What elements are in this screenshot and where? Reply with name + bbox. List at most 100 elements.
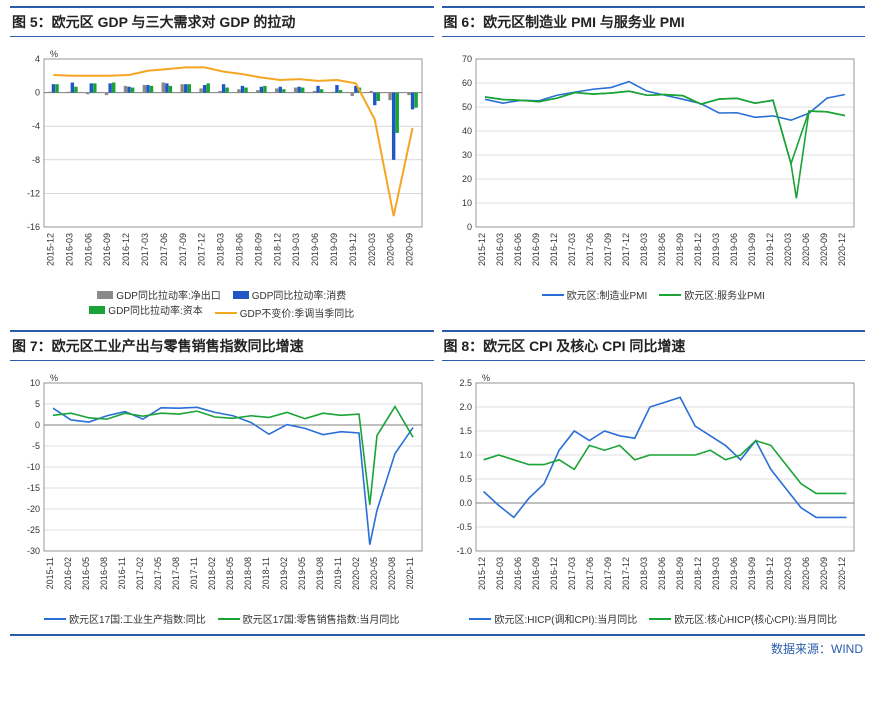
svg-text:2017-03: 2017-03 xyxy=(567,557,577,590)
svg-text:2017-11: 2017-11 xyxy=(189,557,199,589)
fig7-plot: -30-25-20-15-10-50510%2015-112016-022016… xyxy=(10,369,430,609)
svg-text:2018-03: 2018-03 xyxy=(639,557,649,590)
fig7-title: 图 7：欧元区工业产出与零售销售指数同比增速 xyxy=(10,330,434,361)
fig6-legend: 欧元区:制造业PMI欧元区:服务业PMI xyxy=(442,285,866,308)
svg-text:2015-12: 2015-12 xyxy=(477,233,487,266)
panel-fig8: 图 8：欧元区 CPI 及核心 CPI 同比增速 -1.0 -0.5 0.0 0.5 1… xyxy=(442,330,866,632)
fig6-plot: 0102030405060702015-122016-032016-062016… xyxy=(442,45,862,285)
panel-fig5: 图 5：欧元区 GDP 与三大需求对 GDP 的拉动 -16-12-8-404%… xyxy=(10,6,434,326)
svg-text:2020-12: 2020-12 xyxy=(837,557,847,590)
svg-text:2015-11: 2015-11 xyxy=(45,557,55,589)
svg-text:0: 0 xyxy=(466,222,471,232)
svg-text:2017-06: 2017-06 xyxy=(159,233,169,266)
svg-text:2016-12: 2016-12 xyxy=(121,233,131,266)
svg-text:2019-12: 2019-12 xyxy=(348,233,358,266)
svg-text:2019-12: 2019-12 xyxy=(765,233,775,266)
svg-text:2020-09: 2020-09 xyxy=(819,557,829,590)
svg-text:2016-08: 2016-08 xyxy=(99,557,109,590)
svg-text:2019-03: 2019-03 xyxy=(711,557,721,590)
fig5-plot: -16-12-8-404%2015-122016-032016-062016-0… xyxy=(10,45,430,285)
svg-text:2016-06: 2016-06 xyxy=(83,233,93,266)
svg-text:2019-03: 2019-03 xyxy=(711,233,721,266)
svg-text:2017-03: 2017-03 xyxy=(567,233,577,266)
fig7-legend: 欧元区17国:工业生产指数:同比欧元区17国:零售销售指数:当月同比 xyxy=(10,609,434,632)
svg-text:-0.5: -0.5 xyxy=(456,522,472,532)
svg-text:2018-06: 2018-06 xyxy=(657,557,667,590)
svg-text:2016-03: 2016-03 xyxy=(495,557,505,590)
svg-text:1.5: 1.5 xyxy=(459,426,472,436)
svg-text:2018-03: 2018-03 xyxy=(216,233,226,266)
svg-text:2020-08: 2020-08 xyxy=(387,557,397,590)
source-label: 数据来源：WIND xyxy=(0,636,875,665)
svg-text:30: 30 xyxy=(461,150,471,160)
svg-text:0.5: 0.5 xyxy=(459,474,472,484)
svg-text:2017-12: 2017-12 xyxy=(197,233,207,266)
svg-text:%: % xyxy=(50,373,58,383)
svg-text:40: 40 xyxy=(461,126,471,136)
svg-text:2018-02: 2018-02 xyxy=(207,557,217,590)
svg-text:2020-03: 2020-03 xyxy=(783,233,793,266)
svg-text:2017-09: 2017-09 xyxy=(603,557,613,590)
svg-text:2017-06: 2017-06 xyxy=(585,233,595,266)
svg-text:2017-09: 2017-09 xyxy=(603,233,613,266)
svg-text:70: 70 xyxy=(461,54,471,64)
svg-text:%: % xyxy=(50,49,58,59)
svg-text:2018-06: 2018-06 xyxy=(234,233,244,266)
svg-text:2017-03: 2017-03 xyxy=(140,233,150,266)
svg-text:2019-03: 2019-03 xyxy=(291,233,301,266)
svg-text:0.0: 0.0 xyxy=(459,498,472,508)
svg-text:-15: -15 xyxy=(27,483,40,493)
svg-text:60: 60 xyxy=(461,78,471,88)
svg-text:2020-09: 2020-09 xyxy=(819,233,829,266)
svg-text:%: % xyxy=(482,373,490,383)
svg-text:2019-09: 2019-09 xyxy=(329,233,339,266)
svg-text:2020-03: 2020-03 xyxy=(367,233,377,266)
svg-text:2019-08: 2019-08 xyxy=(315,557,325,590)
svg-text:2018-11: 2018-11 xyxy=(261,557,271,589)
fig8-title: 图 8：欧元区 CPI 及核心 CPI 同比增速 xyxy=(442,330,866,361)
svg-text:2019-06: 2019-06 xyxy=(310,233,320,266)
svg-text:2016-03: 2016-03 xyxy=(495,233,505,266)
svg-text:2016-06: 2016-06 xyxy=(513,233,523,266)
svg-text:2016-03: 2016-03 xyxy=(64,233,74,266)
svg-text:2019-05: 2019-05 xyxy=(297,557,307,590)
svg-text:2016-09: 2016-09 xyxy=(531,557,541,590)
svg-text:2017-02: 2017-02 xyxy=(135,557,145,590)
svg-text:2020-12: 2020-12 xyxy=(837,233,847,266)
svg-text:-12: -12 xyxy=(27,188,40,198)
svg-text:2.5: 2.5 xyxy=(459,378,472,388)
svg-text:-25: -25 xyxy=(27,525,40,535)
svg-text:2016-11: 2016-11 xyxy=(117,557,127,589)
svg-text:2020-11: 2020-11 xyxy=(405,557,415,589)
svg-text:2017-12: 2017-12 xyxy=(621,557,631,590)
svg-text:2016-06: 2016-06 xyxy=(513,557,523,590)
svg-text:-5: -5 xyxy=(32,441,40,451)
svg-text:0: 0 xyxy=(35,88,40,98)
fig8-plot: -1.0 -0.5 0.0 0.5 1.0 1.5 2.0 2.5% 2015-12 2016-0… xyxy=(442,369,862,609)
svg-text:2020-05: 2020-05 xyxy=(369,557,379,590)
svg-text:2019-12: 2019-12 xyxy=(765,557,775,590)
svg-text:2018-09: 2018-09 xyxy=(675,557,685,590)
svg-text:2015-12: 2015-12 xyxy=(45,233,55,266)
svg-text:2018-09: 2018-09 xyxy=(253,233,263,266)
svg-text:50: 50 xyxy=(461,102,471,112)
svg-text:2020-02: 2020-02 xyxy=(351,557,361,590)
fig5-legend: GDP同比拉动率:净出口GDP同比拉动率:消费GDP同比拉动率:资本GDP不变价… xyxy=(10,285,434,326)
svg-text:-1.0: -1.0 xyxy=(456,546,472,556)
svg-text:2016-12: 2016-12 xyxy=(549,557,559,590)
svg-text:-16: -16 xyxy=(27,222,40,232)
svg-text:-10: -10 xyxy=(27,462,40,472)
svg-text:2019-09: 2019-09 xyxy=(747,557,757,590)
svg-text:2016-12: 2016-12 xyxy=(549,233,559,266)
svg-text:2015-12: 2015-12 xyxy=(477,557,487,590)
svg-text:0: 0 xyxy=(35,420,40,430)
svg-text:2019-06: 2019-06 xyxy=(729,233,739,266)
svg-text:2.0: 2.0 xyxy=(459,402,472,412)
svg-text:2020-06: 2020-06 xyxy=(801,233,811,266)
svg-text:2020-06: 2020-06 xyxy=(801,557,811,590)
svg-text:-30: -30 xyxy=(27,546,40,556)
svg-text:2018-08: 2018-08 xyxy=(243,557,253,590)
svg-text:2017-09: 2017-09 xyxy=(178,233,188,266)
svg-text:2018-09: 2018-09 xyxy=(675,233,685,266)
svg-text:1.0: 1.0 xyxy=(459,450,472,460)
